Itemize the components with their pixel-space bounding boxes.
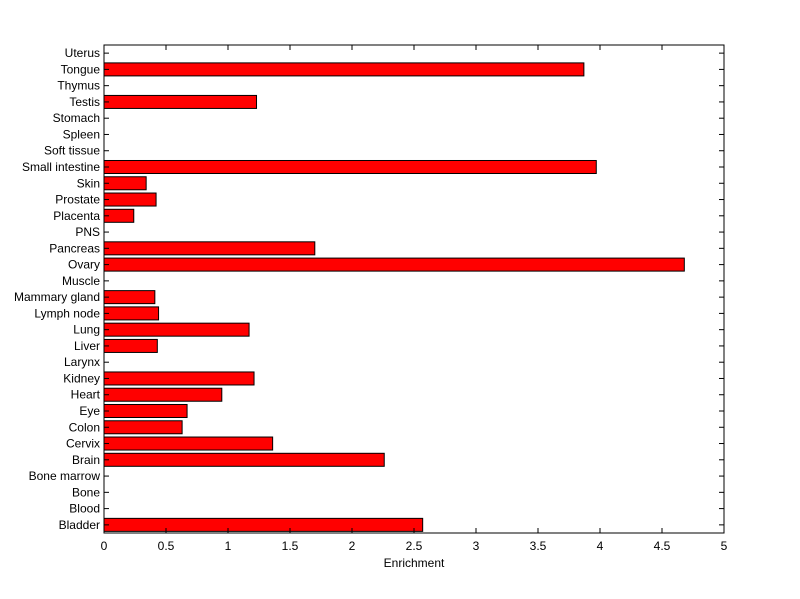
bar [103, 241, 316, 256]
bar [103, 420, 183, 435]
bar [103, 403, 188, 419]
x-tick-label: 2.5 [406, 539, 423, 553]
bars-group [103, 62, 685, 532]
bar [103, 306, 160, 321]
bar [103, 371, 255, 386]
y-tick-label: Muscle [62, 274, 100, 288]
y-tick-label: Eye [79, 404, 100, 418]
y-tick-label: Lymph node [34, 306, 100, 320]
y-tick-label: Larynx [64, 355, 100, 369]
y-tick-label: Soft tissue [44, 144, 100, 158]
y-tick-label: Pancreas [49, 241, 100, 255]
bar [103, 290, 156, 305]
bar [103, 338, 158, 353]
y-tick-label: Stomach [53, 111, 100, 125]
y-tick-label: Mammary gland [14, 290, 100, 304]
y-tick-label: Bladder [59, 518, 100, 532]
y-tick-label: Cervix [66, 437, 100, 451]
y-tick-label: Prostate [55, 193, 100, 207]
bar [103, 257, 685, 272]
y-tick-label: Colon [69, 420, 100, 434]
y-axis-ticks: Bladder Blood Bone Bone marrow Brain Cervix Co… [14, 46, 724, 532]
y-tick-label: Heart [71, 388, 101, 402]
x-axis-ticks: 0 0.5 1 1.5 2 2.5 3 3.5 4 4.5 5 [101, 45, 728, 553]
x-tick-label: 0.5 [158, 539, 175, 553]
y-tick-label: Lung [73, 323, 100, 337]
x-tick-label: 5 [721, 539, 728, 553]
y-tick-label: Liver [74, 339, 100, 353]
y-tick-label: Small intestine [22, 160, 100, 174]
y-tick-label: Placenta [53, 209, 100, 223]
y-tick-label: PNS [75, 225, 100, 239]
bar [103, 452, 385, 467]
bar [103, 176, 147, 191]
bar [103, 387, 223, 402]
bar [103, 436, 274, 451]
x-tick-label: 2 [349, 539, 356, 553]
x-axis-label: Enrichment [384, 556, 445, 570]
y-tick-label: Thymus [57, 79, 100, 93]
y-tick-label: Bone marrow [29, 469, 101, 483]
bar [103, 159, 597, 175]
y-tick-label: Bone [72, 485, 100, 499]
y-tick-label: Uterus [65, 46, 100, 60]
y-tick-label: Brain [72, 453, 100, 467]
bar [103, 192, 157, 207]
x-tick-label: 4.5 [654, 539, 671, 553]
x-tick-label: 3.5 [530, 539, 547, 553]
y-tick-label: Spleen [63, 127, 100, 141]
y-tick-label: Kidney [63, 371, 100, 385]
bar [103, 517, 424, 532]
y-tick-label: Ovary [68, 258, 100, 272]
x-tick-label: 1 [225, 539, 232, 553]
y-tick-label: Testis [69, 95, 100, 109]
y-tick-label: Tongue [61, 62, 101, 76]
bar [103, 322, 250, 337]
x-tick-label: 4 [597, 539, 604, 553]
x-tick-label: 0 [101, 539, 108, 553]
bar [103, 62, 585, 77]
x-tick-label: 1.5 [282, 539, 299, 553]
bar [103, 94, 258, 109]
x-tick-label: 3 [473, 539, 480, 553]
y-tick-label: Blood [69, 502, 100, 516]
y-tick-label: Skin [77, 176, 100, 190]
